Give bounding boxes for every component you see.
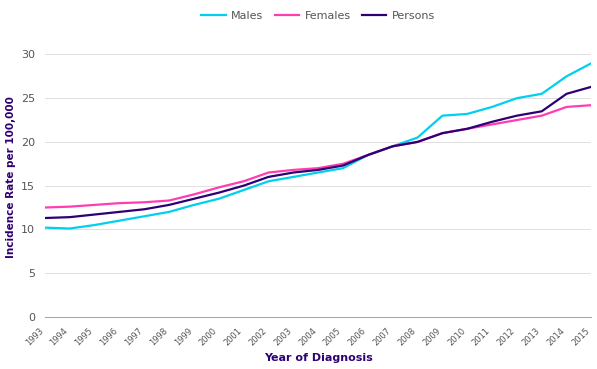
- Males: [364, 153, 371, 157]
- Line: Females: Females: [45, 105, 592, 207]
- Persons: [464, 127, 471, 131]
- Females: [116, 201, 123, 206]
- Males: [116, 218, 123, 223]
- Persons: [315, 168, 322, 172]
- Males: [41, 225, 48, 230]
- Legend: Males, Females, Persons: Males, Females, Persons: [197, 6, 439, 25]
- Females: [563, 105, 570, 109]
- Persons: [538, 109, 545, 114]
- Females: [91, 203, 99, 207]
- Males: [66, 226, 73, 231]
- Females: [513, 118, 521, 122]
- Females: [488, 122, 496, 127]
- Persons: [265, 175, 272, 179]
- Persons: [488, 120, 496, 124]
- Females: [389, 144, 396, 148]
- Males: [563, 74, 570, 79]
- Persons: [439, 131, 446, 135]
- Males: [216, 197, 223, 201]
- Persons: [340, 163, 347, 168]
- Females: [439, 131, 446, 135]
- Males: [265, 179, 272, 183]
- Y-axis label: Incidence Rate per 100,000: Incidence Rate per 100,000: [5, 96, 16, 258]
- Line: Persons: Persons: [45, 87, 592, 218]
- Persons: [389, 144, 396, 148]
- Persons: [190, 197, 198, 201]
- Persons: [240, 183, 247, 188]
- Males: [538, 92, 545, 96]
- Persons: [513, 113, 521, 118]
- Females: [66, 204, 73, 209]
- Females: [41, 205, 48, 210]
- Persons: [216, 190, 223, 195]
- Males: [290, 175, 297, 179]
- Persons: [290, 170, 297, 175]
- Males: [340, 166, 347, 170]
- Females: [538, 113, 545, 118]
- Females: [588, 103, 595, 107]
- Persons: [116, 210, 123, 214]
- Line: Males: Males: [45, 63, 592, 228]
- Females: [216, 185, 223, 190]
- Males: [588, 61, 595, 65]
- Males: [414, 135, 421, 140]
- Persons: [414, 140, 421, 144]
- Females: [190, 192, 198, 197]
- Females: [340, 162, 347, 166]
- Males: [389, 144, 396, 148]
- Males: [190, 203, 198, 207]
- Persons: [141, 207, 148, 211]
- Females: [364, 153, 371, 157]
- Males: [513, 96, 521, 100]
- Females: [165, 198, 173, 203]
- Females: [240, 179, 247, 183]
- Males: [488, 105, 496, 109]
- Persons: [41, 216, 48, 220]
- Persons: [165, 203, 173, 207]
- Persons: [588, 85, 595, 89]
- Persons: [364, 153, 371, 157]
- Females: [265, 170, 272, 175]
- Females: [141, 200, 148, 204]
- Persons: [563, 92, 570, 96]
- Males: [315, 170, 322, 175]
- Males: [240, 188, 247, 192]
- Persons: [66, 215, 73, 219]
- Females: [290, 168, 297, 172]
- Males: [141, 214, 148, 218]
- Males: [464, 112, 471, 116]
- Females: [464, 127, 471, 131]
- X-axis label: Year of Diagnosis: Year of Diagnosis: [264, 354, 373, 363]
- Females: [315, 166, 322, 170]
- Females: [414, 140, 421, 144]
- Persons: [91, 212, 99, 217]
- Males: [439, 113, 446, 118]
- Males: [165, 210, 173, 214]
- Males: [91, 223, 99, 227]
